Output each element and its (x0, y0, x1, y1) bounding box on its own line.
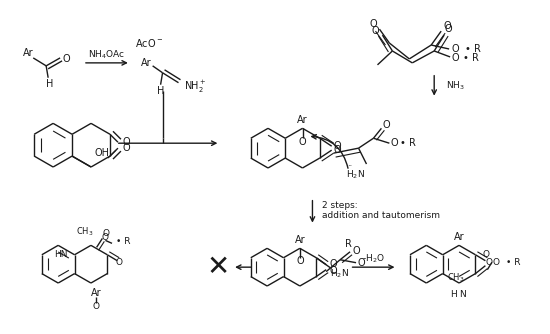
Text: Ar: Ar (23, 48, 34, 58)
Text: • R: • R (463, 53, 479, 63)
Text: O: O (443, 21, 451, 31)
Text: • R: • R (400, 138, 416, 148)
Text: O: O (390, 138, 398, 148)
Text: -H$_2$O: -H$_2$O (362, 253, 385, 266)
Text: NH$_3$: NH$_3$ (446, 79, 465, 92)
Text: O: O (370, 19, 377, 29)
Text: H$_2$N: H$_2$N (345, 169, 365, 181)
Text: HN: HN (54, 250, 68, 259)
Text: CH$_3$: CH$_3$ (447, 271, 464, 284)
Text: 2 steps:: 2 steps: (322, 201, 358, 210)
Text: H: H (46, 79, 54, 89)
Text: O: O (296, 256, 304, 266)
Text: H: H (157, 86, 164, 96)
Text: Ar: Ar (91, 288, 101, 298)
Text: O: O (357, 258, 365, 268)
Text: O: O (372, 26, 379, 36)
Text: Ar: Ar (297, 115, 308, 125)
Text: O: O (102, 229, 109, 238)
Text: H: H (450, 291, 456, 299)
Text: O: O (451, 44, 459, 54)
Text: O: O (486, 258, 493, 267)
Text: O: O (444, 24, 452, 34)
Text: addition and tautomerism: addition and tautomerism (322, 211, 441, 220)
Text: O: O (352, 246, 360, 256)
Text: O: O (102, 233, 109, 242)
Text: ✕: ✕ (207, 253, 230, 281)
Text: O: O (451, 53, 459, 63)
Text: AcO$^-$: AcO$^-$ (135, 37, 163, 49)
Text: O: O (299, 137, 306, 147)
Text: ··: ·· (348, 163, 353, 171)
Text: Ar: Ar (141, 58, 151, 68)
Text: O: O (492, 258, 499, 267)
Text: • R: • R (116, 237, 130, 246)
Text: NH$_2^+$: NH$_2^+$ (184, 78, 207, 95)
Text: O: O (482, 250, 490, 259)
Text: OH: OH (95, 148, 109, 158)
Text: O: O (334, 145, 342, 155)
Text: O: O (383, 120, 390, 130)
Text: R: R (345, 239, 351, 249)
Text: NH$_4$OAc: NH$_4$OAc (89, 49, 125, 61)
Text: N: N (459, 291, 466, 299)
Text: Ar: Ar (454, 232, 464, 242)
Text: H$_2$N: H$_2$N (330, 267, 349, 280)
Text: O: O (329, 266, 337, 276)
Text: O: O (122, 143, 130, 153)
Text: O: O (334, 141, 342, 151)
Text: O: O (116, 258, 123, 267)
Text: • R: • R (506, 258, 520, 267)
Text: O: O (329, 259, 337, 269)
Text: • R: • R (465, 44, 481, 54)
Text: CH$_3$: CH$_3$ (76, 225, 94, 238)
Text: O: O (92, 302, 100, 311)
Text: O: O (122, 137, 130, 147)
Text: Ar: Ar (295, 235, 305, 245)
Text: O: O (62, 54, 70, 64)
